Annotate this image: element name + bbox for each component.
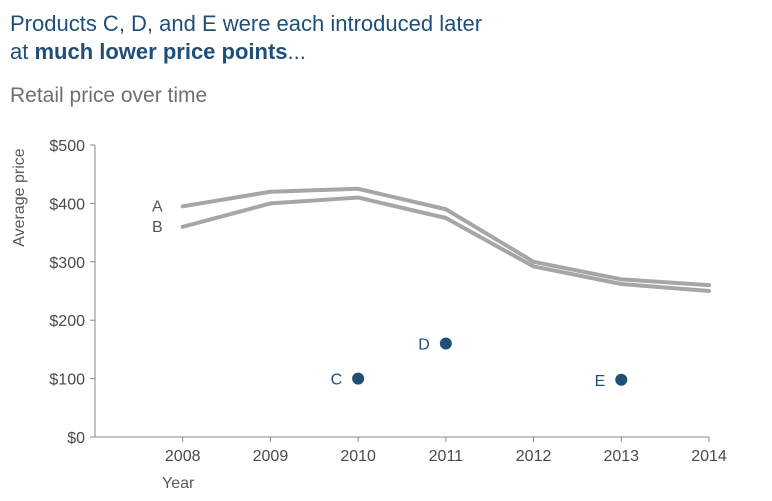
series-line-a <box>180 186 711 288</box>
series-label-b: B <box>152 219 163 236</box>
headline: Products C, D, and E were each introduce… <box>10 10 750 66</box>
x-tick-label: 2008 <box>165 448 201 465</box>
y-tick-label: $200 <box>49 313 85 330</box>
data-point-d <box>439 337 452 350</box>
y-tick-label: $0 <box>67 430 85 447</box>
headline-prefix: at <box>10 39 35 64</box>
data-point-e <box>615 373 628 386</box>
headline-suffix: ... <box>287 39 306 64</box>
x-tick-label: 2012 <box>516 448 552 465</box>
x-tick-label: 2009 <box>253 448 289 465</box>
headline-line-1: Products C, D, and E were each introduce… <box>10 11 483 36</box>
x-tick-label: 2014 <box>691 448 727 465</box>
headline-emphasis: much lower price points <box>34 39 288 64</box>
series-label-a: A <box>152 198 163 215</box>
y-tick-label: $400 <box>49 196 85 213</box>
y-axis-title: Average price <box>11 148 28 247</box>
data-point-c <box>352 372 365 385</box>
x-tick-label: 2011 <box>429 448 464 465</box>
point-label-d: D <box>418 337 430 354</box>
point-label-e: E <box>595 373 606 390</box>
headline-line-2: at much lower price points... <box>10 38 750 66</box>
y-tick-label: $100 <box>49 372 85 389</box>
point-label-c: C <box>331 372 343 389</box>
x-tick-label: 2013 <box>603 448 639 465</box>
y-tick-label: $300 <box>49 255 85 272</box>
chart-title: Retail price over time <box>10 84 208 107</box>
x-tick-label: 2010 <box>340 448 376 465</box>
y-tick-label: $500 <box>49 138 85 155</box>
x-axis-title: Year <box>162 475 195 492</box>
series-line-b <box>180 195 711 293</box>
